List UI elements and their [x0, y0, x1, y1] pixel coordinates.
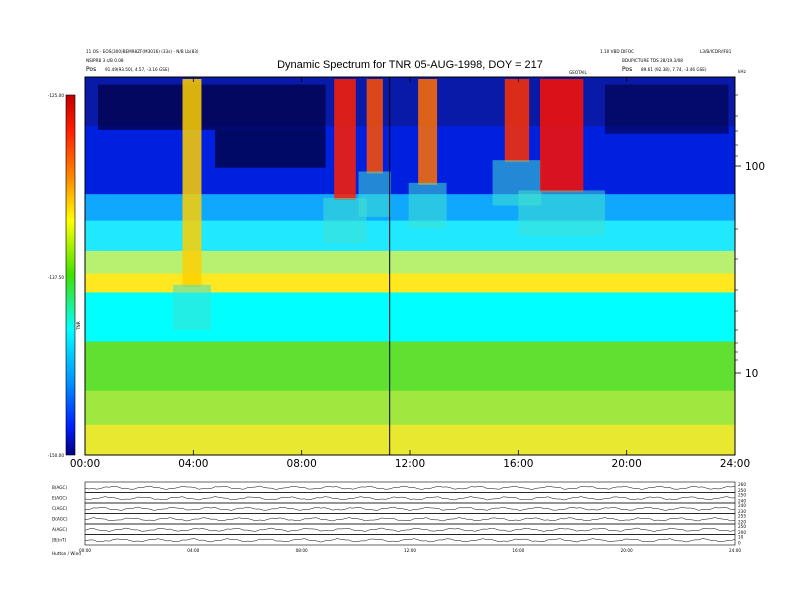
spectrum-band-8 — [85, 390, 735, 426]
panel-trace-2 — [84, 506, 735, 511]
panel-trace-5 — [84, 538, 736, 543]
panel-frame-4 — [84, 523, 736, 535]
dark-region-b — [215, 129, 326, 168]
spectrum-band-5 — [85, 273, 735, 293]
burst-2 — [366, 79, 383, 174]
burst-5 — [540, 79, 584, 193]
x-tick-label-1: 04:00 — [178, 458, 208, 470]
header-pos-label-right: Pos — [622, 66, 632, 73]
panel-label-0: B(AGC) — [52, 485, 67, 490]
panel-label-5: |B|(nT) — [52, 538, 67, 543]
chart-title: Dynamic Spectrum for TNR 05-AUG-1998, DO… — [277, 59, 543, 71]
spectrum-band-7 — [85, 341, 735, 392]
x-tick-label-4: 16:00 — [503, 458, 533, 470]
panel-frame-5 — [84, 534, 736, 546]
burst-halo-0 — [173, 284, 211, 331]
burst-1 — [334, 79, 356, 200]
burst-halo-5 — [518, 190, 605, 236]
bottom-x-tick-0: 00:00 — [79, 548, 91, 553]
colorbar-label: TNR — [76, 321, 81, 331]
panel-frame-0 — [84, 481, 736, 493]
header-line1-left: 11 OS - EOS(300)BEM98ZF(M3016) (33s) - N… — [86, 49, 199, 54]
freq-unit: kHz — [738, 69, 747, 74]
panel-label-3: D(AGC) — [52, 517, 68, 522]
burst-halo-3 — [408, 182, 447, 229]
header-pos-left: 91.49(93.50), 4.57, -3.16 GSE) — [105, 67, 170, 72]
panel-right-tick-2-1: 230 — [738, 509, 746, 514]
bottom-x-tick-1: 04:00 — [187, 548, 199, 553]
bottom-x-ticks: 00:00 04:00 08:00 12:00 16:00 20:00 24:00 — [79, 548, 741, 553]
bottom-x-tick-5: 20:00 — [621, 548, 633, 553]
bottom-x-tick-6: 24:00 — [729, 548, 741, 553]
panel-right-tick-4-0: 250 — [738, 524, 746, 529]
burst-0 — [182, 79, 202, 287]
panel-trace-4 — [84, 527, 736, 532]
x-tick-label-6: 24:00 — [720, 458, 750, 470]
spectrum-band-4 — [85, 250, 735, 275]
x-axis-ticks: 00:00 04:00 08:00 12:00 16:00 20:00 24:00 — [70, 77, 750, 470]
dark-region-a — [98, 84, 326, 130]
header-line2-left: NSIPR8 3 s/B 0.08 — [86, 58, 124, 63]
header-line1-right2: L3/B/ICDR/IF81 — [700, 49, 732, 54]
panel-label-2: C(AGC) — [52, 506, 68, 511]
bottom-x-tick-2: 08:00 — [296, 548, 308, 553]
panel-right-tick-3-0: 255 — [738, 514, 746, 519]
header-pos-label-left: Pos — [86, 66, 96, 73]
x-tick-label-2: 08:00 — [287, 458, 317, 470]
x-tick-label-5: 20:00 — [612, 458, 642, 470]
panel-right-tick-5-0: 10 — [738, 535, 744, 540]
panel-frame-3 — [84, 513, 736, 525]
colorbar-tick-2: -150.00 — [48, 453, 64, 458]
panel-right-tick-2-0: 240 — [738, 503, 746, 508]
colorbar-ticks: -125.00 -137.50 -150.00 — [48, 93, 64, 458]
panel-trace-0 — [84, 485, 736, 490]
x-tick-label-0: 00:00 — [70, 458, 100, 470]
panel-label-4: A(AGC) — [52, 527, 67, 532]
panel-right-tick-3-1: 220 — [738, 520, 746, 525]
panel-frame-1 — [84, 492, 736, 504]
colorbar-tick-0: -125.00 — [48, 93, 64, 98]
panel-right-tick-1-1: 240 — [738, 499, 746, 504]
header-line1-right: 1.10 VBD DIFOC — [600, 49, 634, 54]
panel-right-tick-4-1: 200 — [738, 530, 746, 535]
panel-right-tick-5-1: 0 — [738, 541, 741, 546]
header-line2-right: BDUPICTURE TDS 28/19.3/08 — [622, 58, 683, 63]
burst-4 — [504, 79, 530, 163]
burst-3 — [418, 79, 438, 185]
dark-region-c — [605, 84, 729, 134]
panel-right-tick-0-1: 250 — [738, 488, 746, 493]
y-axis-ticks: 100 10 — [735, 94, 765, 380]
bottom-x-tick-3: 12:00 — [404, 548, 416, 553]
panel-trace-3 — [84, 517, 736, 522]
panel-label-1: E(AGC) — [52, 496, 67, 501]
panel-right-tick-1-0: 250 — [738, 493, 746, 498]
marker-text: GEOTAIL — [569, 70, 588, 75]
bottom-label: Hutton / Wind — [52, 551, 81, 556]
colorbar — [65, 94, 76, 456]
y-tick-label-0: 100 — [745, 161, 765, 173]
header-pos-right: 89.61 (92.38), 7.74, -3.46 GSE) — [641, 67, 707, 72]
spectrogram-area — [85, 77, 735, 456]
panel-right-tick-0-0: 260 — [738, 482, 746, 487]
panel-trace-1 — [84, 496, 735, 501]
x-tick-label-3: 12:00 — [395, 458, 425, 470]
colorbar-tick-1: -137.50 — [48, 275, 64, 280]
y-tick-label-1: 10 — [745, 368, 758, 380]
agc-panels: B(AGC)260250E(AGC)250240C(AGC)240230D(AG… — [52, 481, 746, 546]
bottom-x-tick-4: 16:00 — [512, 548, 524, 553]
burst-halo-2 — [358, 171, 392, 217]
